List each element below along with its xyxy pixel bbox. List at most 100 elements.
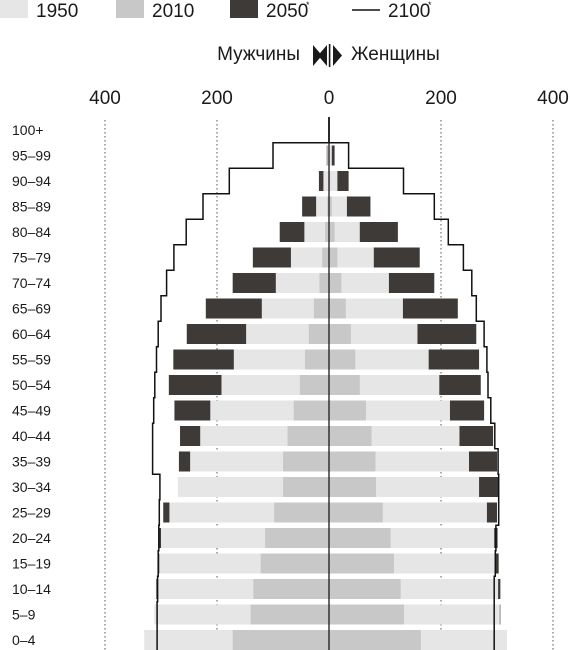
age-group-label: 75–79 bbox=[12, 250, 51, 266]
bar-female-2010 bbox=[329, 324, 351, 344]
bar-male-2010 bbox=[322, 247, 329, 268]
bar-male-2010 bbox=[304, 349, 329, 370]
bar-female-2010 bbox=[329, 502, 383, 523]
bar-male-1950 bbox=[275, 273, 329, 293]
legend-label: 1950 bbox=[36, 1, 78, 22]
age-group-label: 80–84 bbox=[12, 224, 51, 240]
bar-male-2010 bbox=[283, 477, 329, 497]
bar-male-1950 bbox=[323, 171, 329, 191]
age-group-label: 0–4 bbox=[12, 632, 36, 648]
legend-label: 2100 bbox=[388, 1, 430, 22]
female-axis-label: Женщины bbox=[351, 44, 440, 65]
bar-male-2010 bbox=[299, 375, 329, 395]
bar-male-2010 bbox=[250, 604, 329, 625]
bar-male-2010 bbox=[327, 196, 329, 217]
bar-female-1950 bbox=[329, 196, 347, 217]
bar-male-2010 bbox=[313, 298, 329, 319]
bar-female-1950 bbox=[329, 298, 403, 319]
axis-header: Мужчины Женщины bbox=[217, 44, 440, 67]
x-tick-label: 200 bbox=[201, 88, 233, 109]
age-group-label: 50–54 bbox=[12, 377, 51, 393]
bar-male-1950 bbox=[261, 298, 329, 319]
bar-male-2010 bbox=[253, 579, 329, 599]
bar-male-2010 bbox=[308, 324, 329, 344]
outline-2100-female bbox=[328, 117, 500, 650]
age-group-label: 85–89 bbox=[12, 199, 51, 215]
bar-female-2010 bbox=[329, 604, 405, 625]
age-group-label: 95–99 bbox=[12, 148, 51, 164]
bar-female-1950 bbox=[329, 273, 389, 293]
age-group-label: 65–69 bbox=[12, 301, 51, 317]
age-group-label: 30–34 bbox=[12, 479, 51, 495]
age-group-labels: 0–4 5–9 10–14 15–19 20–24 25–29 30–34 35–39 40–4… bbox=[12, 122, 51, 648]
legend-footnote-mark: * bbox=[306, 0, 310, 10]
legend-swatch bbox=[0, 0, 28, 18]
bar-female-2010 bbox=[329, 196, 332, 217]
bar-female-1950 bbox=[329, 324, 418, 344]
bar-male-1950 bbox=[304, 222, 329, 242]
bar-female-1950 bbox=[329, 247, 374, 268]
x-tick-label: 400 bbox=[89, 88, 121, 109]
bar-female-2010 bbox=[329, 477, 377, 497]
legend-item-2010: 2010 bbox=[116, 0, 194, 22]
age-group-label: 25–29 bbox=[12, 505, 51, 521]
bar-male-2010 bbox=[283, 451, 329, 472]
age-group-label: 100+ bbox=[12, 122, 44, 138]
x-axis-ticks: 400 200 0 200 400 bbox=[89, 88, 569, 109]
bar-female-2010 bbox=[329, 400, 366, 421]
bar-female-1950 bbox=[329, 171, 338, 191]
bar-female-2010 bbox=[329, 349, 356, 370]
bar-female-2010 bbox=[329, 579, 401, 599]
bar-female-2010 bbox=[329, 426, 372, 446]
legend-item-1950: 1950 bbox=[0, 0, 78, 22]
bar-female-2010 bbox=[329, 528, 391, 548]
bar-male-2010 bbox=[319, 273, 329, 293]
bar-male-1950 bbox=[316, 196, 329, 217]
bar-male-2010 bbox=[325, 222, 329, 242]
sex-divider-icon bbox=[313, 44, 342, 67]
bar-male-2010 bbox=[232, 630, 329, 650]
age-group-label: 15–19 bbox=[12, 556, 51, 572]
legend-footnote-mark: * bbox=[428, 0, 432, 10]
age-group-label: 5–9 bbox=[12, 607, 36, 623]
legend-swatch bbox=[230, 0, 258, 18]
bar-female-2010 bbox=[329, 273, 342, 293]
bar-female-1950 bbox=[329, 145, 332, 166]
legend-item-2100: 2100* bbox=[352, 0, 432, 22]
outline-2100 bbox=[151, 117, 500, 650]
age-group-label: 35–39 bbox=[12, 454, 51, 470]
bar-male-2010 bbox=[287, 426, 329, 446]
legend-swatch bbox=[116, 0, 144, 18]
age-group-label: 45–49 bbox=[12, 403, 51, 419]
male-axis-label: Мужчины bbox=[217, 44, 300, 65]
bar-female-2010 bbox=[329, 451, 376, 472]
x-tick-label: 200 bbox=[425, 88, 457, 109]
bar-male-1950 bbox=[246, 324, 329, 344]
legend-label: 2010 bbox=[152, 1, 194, 22]
legend: 1950 2010 2050* 2100* bbox=[0, 0, 432, 22]
bar-male-2010 bbox=[293, 400, 329, 421]
outline-2100-male bbox=[151, 117, 330, 650]
x-tick-label: 0 bbox=[324, 88, 335, 109]
age-group-label: 70–74 bbox=[12, 275, 51, 291]
bar-female-2010 bbox=[329, 222, 335, 242]
bar-female-2010 bbox=[329, 298, 346, 319]
bar-female-2010 bbox=[329, 375, 360, 395]
age-group-label: 90–94 bbox=[12, 173, 51, 189]
bar-male-2010 bbox=[274, 502, 329, 523]
age-group-label: 20–24 bbox=[12, 530, 51, 546]
pyramid-bars bbox=[144, 120, 508, 650]
bar-male-2010 bbox=[260, 553, 329, 574]
age-group-label: 60–64 bbox=[12, 326, 51, 342]
bar-female-1950 bbox=[329, 222, 360, 242]
legend-label: 2050 bbox=[266, 1, 308, 22]
bar-male-1950 bbox=[290, 247, 329, 268]
age-group-label: 40–44 bbox=[12, 428, 51, 444]
bar-male-1950 bbox=[327, 145, 329, 166]
bar-male-2010 bbox=[265, 528, 329, 548]
age-group-label: 55–59 bbox=[12, 352, 51, 368]
bar-female-2010 bbox=[329, 630, 421, 650]
age-group-label: 10–14 bbox=[12, 581, 51, 597]
x-tick-label: 400 bbox=[537, 88, 569, 109]
